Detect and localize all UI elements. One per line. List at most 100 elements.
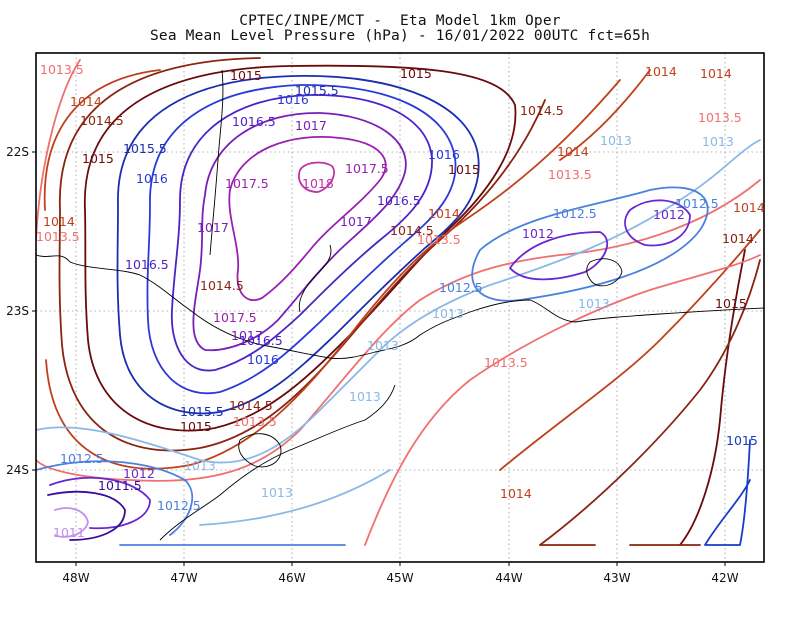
contour-label: 1018 xyxy=(302,176,334,191)
isobar-1014-east xyxy=(499,69,761,471)
title-line-1: CPTEC/INPE/MCT - Eta Model 1km Oper xyxy=(239,13,561,29)
contour-label: 1014. xyxy=(722,231,758,246)
contour-label: 1016 xyxy=(277,92,309,107)
lon-label: 47W xyxy=(170,571,197,585)
contour-label: 1013 xyxy=(184,458,216,473)
contour-label: 1016.5 xyxy=(377,193,421,208)
contour-label: 1014.5 xyxy=(229,398,273,413)
contour-label: 1014.5 xyxy=(520,103,564,118)
isobar-1011-5 xyxy=(47,490,126,541)
contour-label: 1013.5 xyxy=(233,414,277,429)
axis-ticks xyxy=(32,151,726,566)
contour-label: 1013 xyxy=(349,389,381,404)
contour-label: 1013.5 xyxy=(698,110,742,125)
contour-label: 1015 xyxy=(230,68,262,83)
isobar-1012-5 xyxy=(36,186,709,536)
contour-label: 1014 xyxy=(557,144,589,159)
contour-label: 1017 xyxy=(340,214,372,229)
island-south xyxy=(238,433,282,468)
contour-label: 1016 xyxy=(136,171,168,186)
chart-title: CPTEC/INPE/MCT - Eta Model 1km Oper Sea … xyxy=(0,14,800,44)
contour-label: 1015.5 xyxy=(180,404,224,419)
isobars xyxy=(36,57,761,546)
lon-label: 45W xyxy=(386,571,413,585)
contour-label: 1013.5 xyxy=(40,62,84,77)
lon-label: 48W xyxy=(62,571,89,585)
lat-label: 22S xyxy=(6,145,29,159)
isobar-1014-5-east xyxy=(539,259,761,546)
contour-label: 1012.5 xyxy=(157,498,201,513)
lat-lon-grid xyxy=(36,53,764,562)
contour-label: 1017.5 xyxy=(213,310,257,325)
contour-label: 1012 xyxy=(123,466,155,481)
title-line-2: Sea Mean Level Pressure (hPa) - 16/01/20… xyxy=(149,28,651,44)
contour-label: 1017 xyxy=(197,220,229,235)
lon-label: 46W xyxy=(278,571,305,585)
contour-label: 1015.5 xyxy=(295,83,339,98)
island-east xyxy=(586,258,623,287)
isobar-1017-5 xyxy=(228,136,387,301)
isobar-1018 xyxy=(298,161,335,193)
contour-label: 1012.5 xyxy=(675,196,719,211)
contour-label: 1014 xyxy=(700,66,732,81)
contour-label: 1014 xyxy=(733,200,765,215)
contour-label: 1016 xyxy=(247,352,279,367)
contour-label: 1016.5 xyxy=(125,257,169,272)
coastline xyxy=(36,254,764,359)
contour-label: 1014 xyxy=(43,214,75,229)
lat-label: 23S xyxy=(6,304,29,318)
contour-label: 1014 xyxy=(70,94,102,109)
contour-label: 1017 xyxy=(231,328,263,343)
isobar-1013-5-east xyxy=(364,254,761,546)
contour-label: 1013.5 xyxy=(417,232,461,247)
contour-label: 1013 xyxy=(432,306,464,321)
contour-label: 1013.5 xyxy=(36,229,80,244)
contour-label: 1013.5 xyxy=(484,355,528,370)
lon-label: 42W xyxy=(711,571,738,585)
contour-label: 1012.5 xyxy=(60,451,104,466)
contour-label: 1013 xyxy=(600,133,632,148)
contour-label: 1015.5 xyxy=(123,141,167,156)
contour-label: 1015 xyxy=(715,296,747,311)
contour-label: 1014.5 xyxy=(80,113,124,128)
isobar-1017 xyxy=(192,112,407,352)
contour-label: 1013.5 xyxy=(548,167,592,182)
contour-label: 1011 xyxy=(53,525,85,540)
contour-label: 1015 xyxy=(400,66,432,81)
contour-label: 1012 xyxy=(522,226,554,241)
isobar-1016-5 xyxy=(171,94,433,372)
contour-label: 1012.5 xyxy=(553,206,597,221)
isobar-1013 xyxy=(36,139,761,526)
contour-label: 1016.5 xyxy=(239,333,283,348)
lon-label: 43W xyxy=(603,571,630,585)
isobar-1015-5 xyxy=(116,75,480,415)
contour-label: 1014.5 xyxy=(200,278,244,293)
isobar-1015-blue-east xyxy=(704,439,751,546)
contour-label: 1014 xyxy=(645,64,677,79)
contour-label: 1014 xyxy=(500,486,532,501)
isobar-1011 xyxy=(54,507,89,538)
contour-label: 1012 xyxy=(653,207,685,222)
isobar-1014-5 xyxy=(58,57,546,452)
contour-label: 1012.5 xyxy=(439,280,483,295)
lon-labels: 48W 47W 46W 45W 44W 43W 42W xyxy=(62,571,738,585)
lon-label: 44W xyxy=(495,571,522,585)
contour-label: 1016 xyxy=(428,147,460,162)
lat-label: 24S xyxy=(6,463,29,477)
lat-labels: 22S 23S 24S xyxy=(6,145,29,477)
contour-label: 1013 xyxy=(261,485,293,500)
contour-label: 1017 xyxy=(295,118,327,133)
contour-label: 1015 xyxy=(180,419,212,434)
contour-label: 1013 xyxy=(367,338,399,353)
contour-label: 1017.5 xyxy=(345,161,389,176)
coastline-state-border xyxy=(209,69,332,313)
contour-label: 1015 xyxy=(82,151,114,166)
isobar-1015-east xyxy=(679,249,746,546)
contour-label: 1014.5 xyxy=(390,223,434,238)
isobar-1014 xyxy=(43,69,621,470)
contour-label: 1015 xyxy=(448,162,480,177)
isobar-1016 xyxy=(146,84,457,395)
isobar-1013-5 xyxy=(36,59,761,482)
